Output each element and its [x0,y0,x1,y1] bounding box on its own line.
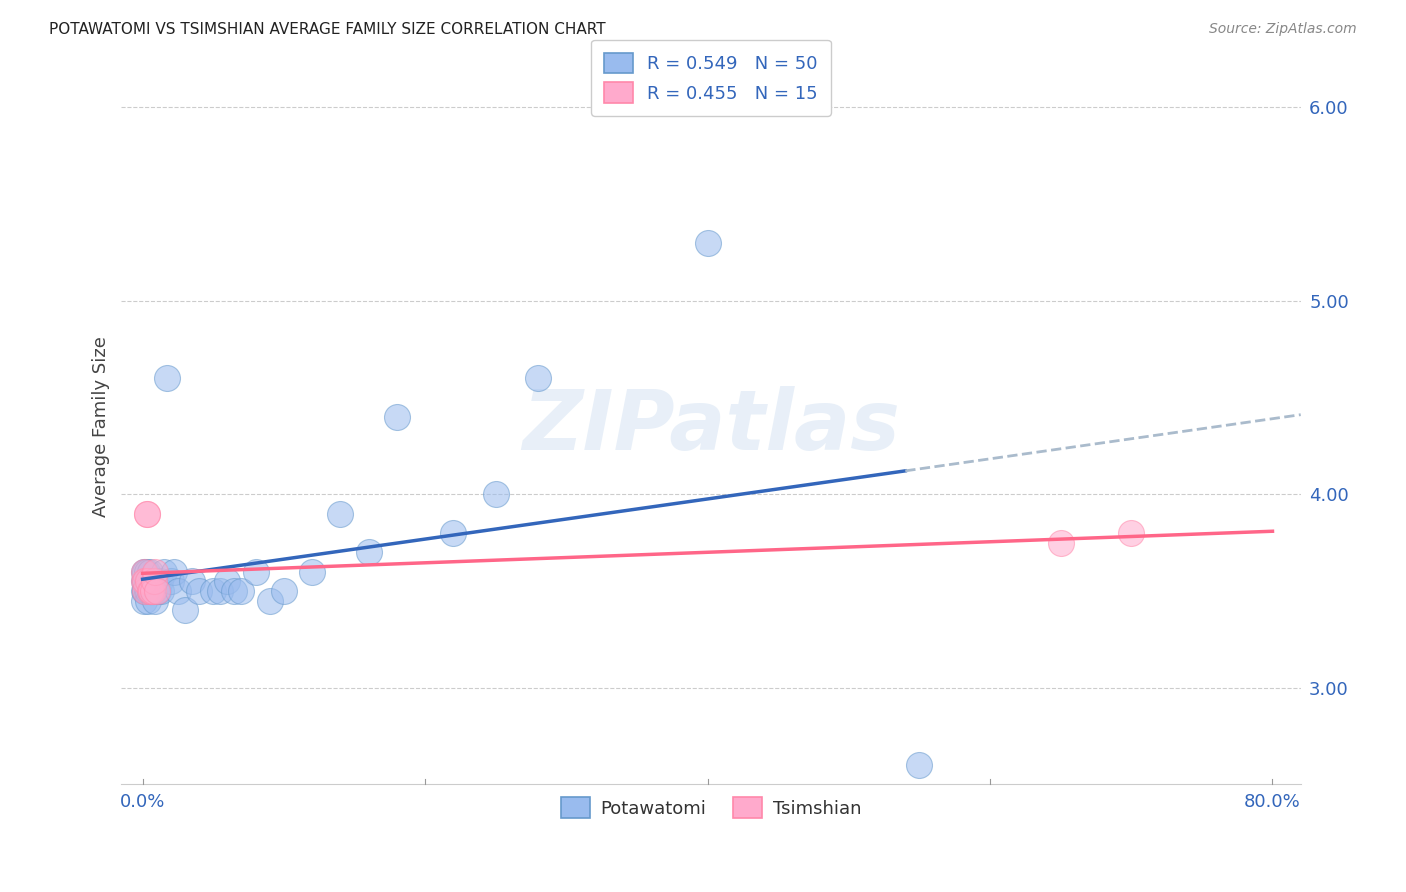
Point [132,565,155,579]
Point [135,574,157,589]
Point [148,574,170,589]
Point [202,583,225,598]
Point [174,603,197,617]
Point [135,565,157,579]
Point [139,574,162,589]
Point [141,583,163,598]
Point [357,545,380,559]
Point [527,371,550,385]
Point [245,565,267,579]
Point [134,574,156,589]
Point [224,583,246,598]
Legend: Potawatomi, Tsimshian: Potawatomi, Tsimshian [554,790,869,825]
Point [153,565,176,579]
Text: POTAWATOMI VS TSIMSHIAN AVERAGE FAMILY SIZE CORRELATION CHART: POTAWATOMI VS TSIMSHIAN AVERAGE FAMILY S… [49,22,606,37]
Point [135,583,157,598]
Point [167,583,190,598]
Point [146,583,169,598]
Point [132,583,155,598]
Point [908,758,931,772]
Point [134,565,156,579]
Point [329,507,352,521]
Point [301,565,323,579]
Point [145,583,167,598]
Point [259,593,281,607]
Point [217,574,239,589]
Point [134,583,156,598]
Point [138,583,160,598]
Point [143,593,166,607]
Point [385,409,408,424]
Point [138,565,160,579]
Text: Source: ZipAtlas.com: Source: ZipAtlas.com [1209,22,1357,37]
Point [136,574,159,589]
Point [135,507,157,521]
Point [136,583,159,598]
Point [132,593,155,607]
Point [441,525,464,540]
Point [181,574,204,589]
Point [156,371,179,385]
Point [136,593,159,607]
Point [141,583,163,598]
Point [160,574,183,589]
Point [134,583,156,598]
Y-axis label: Average Family Size: Average Family Size [93,336,110,516]
Point [134,574,156,589]
Point [138,583,160,598]
Point [135,507,157,521]
Point [1121,525,1143,540]
Point [149,583,172,598]
Point [231,583,253,598]
Point [134,583,156,598]
Point [485,487,508,501]
Point [696,235,718,250]
Point [209,583,232,598]
Text: ZIPatlas: ZIPatlas [522,386,900,467]
Point [142,574,165,589]
Point [145,583,167,598]
Point [132,565,155,579]
Point [139,583,162,598]
Point [1049,535,1071,549]
Point [188,583,211,598]
Point [163,565,186,579]
Point [132,574,155,589]
Point [132,574,155,589]
Point [142,574,165,589]
Point [139,583,162,598]
Point [141,583,163,598]
Point [143,565,166,579]
Point [273,583,295,598]
